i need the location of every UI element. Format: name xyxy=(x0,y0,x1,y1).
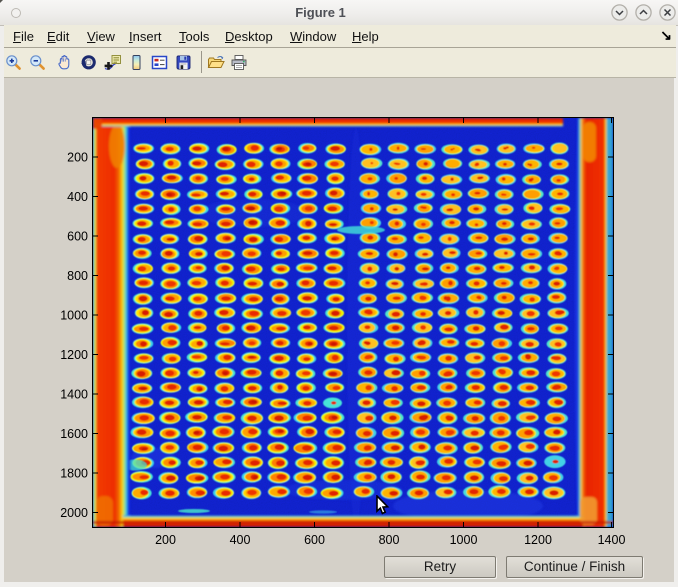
svg-text:2000: 2000 xyxy=(60,506,88,520)
svg-text:1200: 1200 xyxy=(60,348,88,362)
svg-text:1400: 1400 xyxy=(598,533,626,547)
svg-text:1000: 1000 xyxy=(60,309,88,323)
svg-text:1000: 1000 xyxy=(450,533,478,547)
svg-text:800: 800 xyxy=(67,269,88,283)
svg-text:400: 400 xyxy=(230,533,251,547)
svg-text:600: 600 xyxy=(304,533,325,547)
svg-text:1600: 1600 xyxy=(60,427,88,441)
svg-text:800: 800 xyxy=(379,533,400,547)
svg-text:200: 200 xyxy=(67,151,88,165)
svg-text:200: 200 xyxy=(155,533,176,547)
svg-text:400: 400 xyxy=(67,190,88,204)
svg-text:600: 600 xyxy=(67,230,88,244)
svg-text:1800: 1800 xyxy=(60,467,88,481)
svg-text:1400: 1400 xyxy=(60,388,88,402)
svg-text:1200: 1200 xyxy=(524,533,552,547)
